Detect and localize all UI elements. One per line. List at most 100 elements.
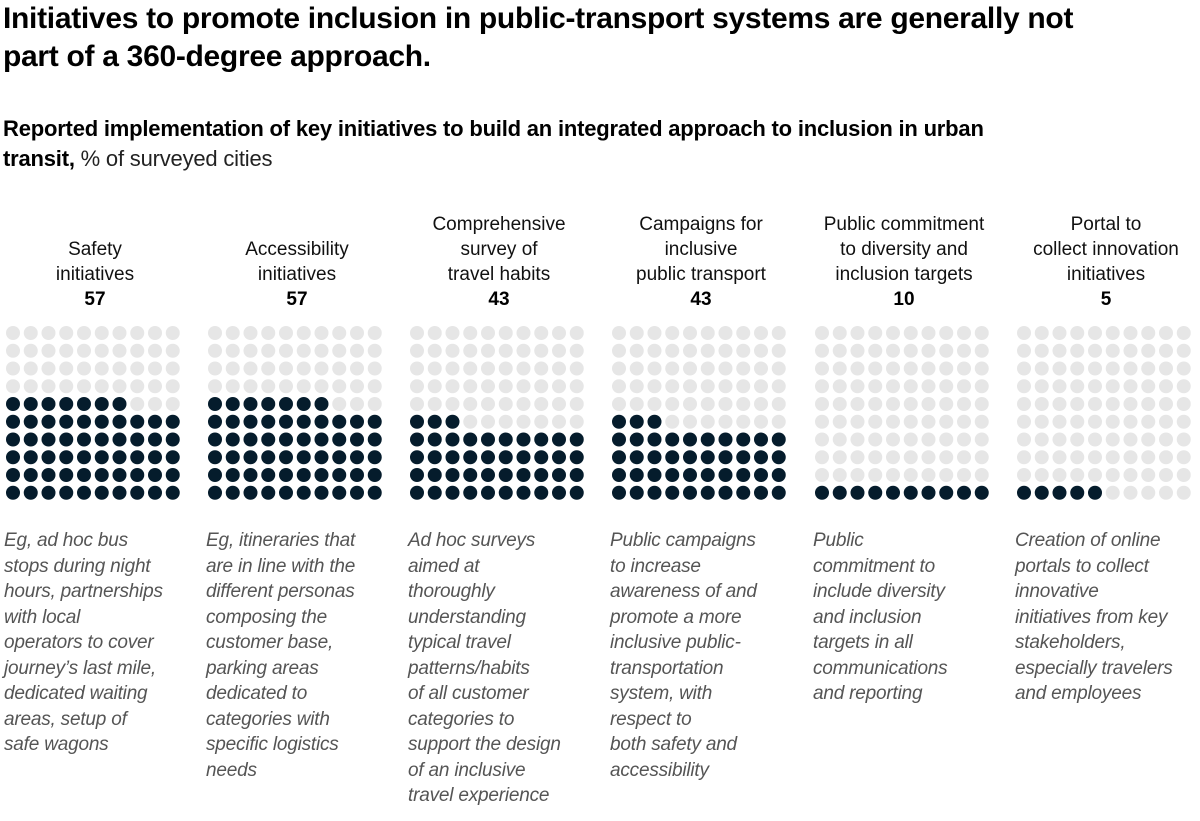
waffle-dot-empty (903, 450, 918, 465)
waffle-dot-empty (41, 343, 56, 358)
waffle-dot-empty (1088, 397, 1102, 411)
waffle-dot-filled (148, 414, 162, 429)
waffle-dot-empty (957, 414, 971, 429)
waffle-dot-empty (1123, 414, 1138, 429)
waffle-dot-empty (516, 397, 531, 411)
waffle-dot-filled (77, 468, 91, 482)
panel-description-line: stakeholders, (1015, 632, 1126, 653)
waffle-dot-empty (957, 432, 971, 447)
waffle-dot-empty (41, 379, 56, 394)
waffle-dot-empty (647, 361, 662, 376)
waffle-dot-filled (350, 485, 364, 500)
waffle-dot-filled (59, 468, 74, 482)
waffle-dot-empty (718, 379, 733, 394)
waffle-dot-empty (974, 414, 989, 429)
panel-description-line: portals to collect (1015, 555, 1149, 577)
waffle-dot-filled (296, 414, 311, 429)
panel-description-line: and employees (1015, 683, 1142, 704)
waffle-dot-empty (427, 379, 442, 394)
panel-description-line: Creation of online (1015, 530, 1161, 551)
waffle-dot-empty (1159, 468, 1173, 482)
waffle-dot-empty (1141, 397, 1156, 411)
waffle-dot-empty (165, 397, 180, 411)
waffle-dot-empty (850, 468, 865, 482)
waffle-dot-empty (974, 361, 989, 376)
waffle-dot-empty (718, 414, 733, 429)
waffle-dot-empty (718, 343, 733, 358)
waffle-dot-empty (815, 432, 829, 447)
panel-label-line: initiatives (1066, 264, 1146, 285)
waffle-dot-filled (367, 485, 382, 500)
waffle-dot-empty (921, 432, 936, 447)
waffle-dot-filled (130, 414, 145, 429)
waffle-dot-empty (939, 397, 954, 411)
waffle-dot-empty (903, 326, 918, 340)
waffle-dot-filled (112, 414, 127, 429)
waffle-dot-empty (629, 397, 644, 411)
waffle-dot-filled (77, 432, 91, 447)
waffle-dot-empty (1159, 485, 1173, 500)
waffle-dot-empty (463, 379, 478, 394)
waffle-dot-filled (771, 468, 786, 482)
waffle-dot-empty (1123, 450, 1138, 465)
waffle-dot-empty (445, 361, 460, 376)
waffle-dot-empty (974, 326, 989, 340)
waffle-dot-empty (612, 343, 626, 358)
waffle-dot-empty (208, 361, 222, 376)
waffle-dot-filled (332, 432, 347, 447)
subtitle-line: transit, % of surveyed cities (3, 144, 1193, 174)
waffle-dot-empty (832, 432, 847, 447)
waffle-dot-empty (243, 343, 258, 358)
chart-title-line: Initiatives to promote inclusion in publ… (3, 2, 1074, 35)
waffle-dot-filled (314, 432, 329, 447)
waffle-dot-filled (41, 432, 56, 447)
panel-description-line: awareness of and (610, 581, 757, 602)
waffle-dot-empty (1017, 343, 1031, 358)
waffle-dot-empty (261, 379, 276, 394)
waffle-dot-empty (332, 397, 347, 411)
waffle-dot-filled (94, 450, 109, 465)
waffle-dot-filled (647, 432, 662, 447)
waffle-dot-filled (225, 450, 240, 465)
waffle-dot-filled (243, 414, 258, 429)
waffle-dot-filled (427, 450, 442, 465)
waffle-dot-empty (112, 326, 127, 340)
waffle-dot-empty (921, 450, 936, 465)
panel-label-line: inclusion targets (835, 264, 973, 285)
waffle-dot-filled (445, 468, 460, 482)
waffle-dot-filled (410, 450, 424, 465)
waffle-dot-empty (481, 343, 495, 358)
panel-description-line: thoroughly (408, 581, 495, 602)
waffle-dot-filled (683, 432, 697, 447)
waffle-dot-filled (279, 485, 293, 500)
waffle-dot-filled (736, 432, 751, 447)
waffle-dot-empty (921, 379, 936, 394)
waffle-dot-empty (886, 468, 900, 482)
waffle-dot-filled (445, 432, 460, 447)
waffle-dot-filled (225, 414, 240, 429)
waffle-dot-empty (815, 468, 829, 482)
panel-description-line: to increase (610, 555, 701, 577)
panel-label-line: Campaigns for (639, 214, 763, 235)
waffle-dot-empty (1034, 361, 1049, 376)
waffle-dot-filled (832, 485, 847, 500)
waffle-dot-filled (700, 485, 715, 500)
waffle-dot-empty (314, 343, 329, 358)
waffle-dot-filled (148, 485, 162, 500)
waffle-dot-empty (1123, 468, 1138, 482)
panel-description-line: categories with (206, 708, 330, 730)
waffle-dot-empty (130, 343, 145, 358)
panel-description-line: transportation (610, 657, 724, 679)
waffle-dot-empty (868, 414, 883, 429)
panel-label-line: survey of (460, 239, 538, 260)
panel-description-line: specific logistics (206, 734, 339, 755)
waffle-dot-filled (350, 468, 364, 482)
waffle-dot-filled (700, 432, 715, 447)
panel-description-line: Public (813, 530, 864, 551)
panel-description-line: aimed at (408, 555, 480, 577)
waffle-dot-empty (1088, 343, 1102, 358)
waffle-dot-filled (1070, 485, 1085, 500)
waffle-dot-empty (754, 343, 768, 358)
waffle-dot-empty (41, 361, 56, 376)
waffle-dot-filled (296, 485, 311, 500)
